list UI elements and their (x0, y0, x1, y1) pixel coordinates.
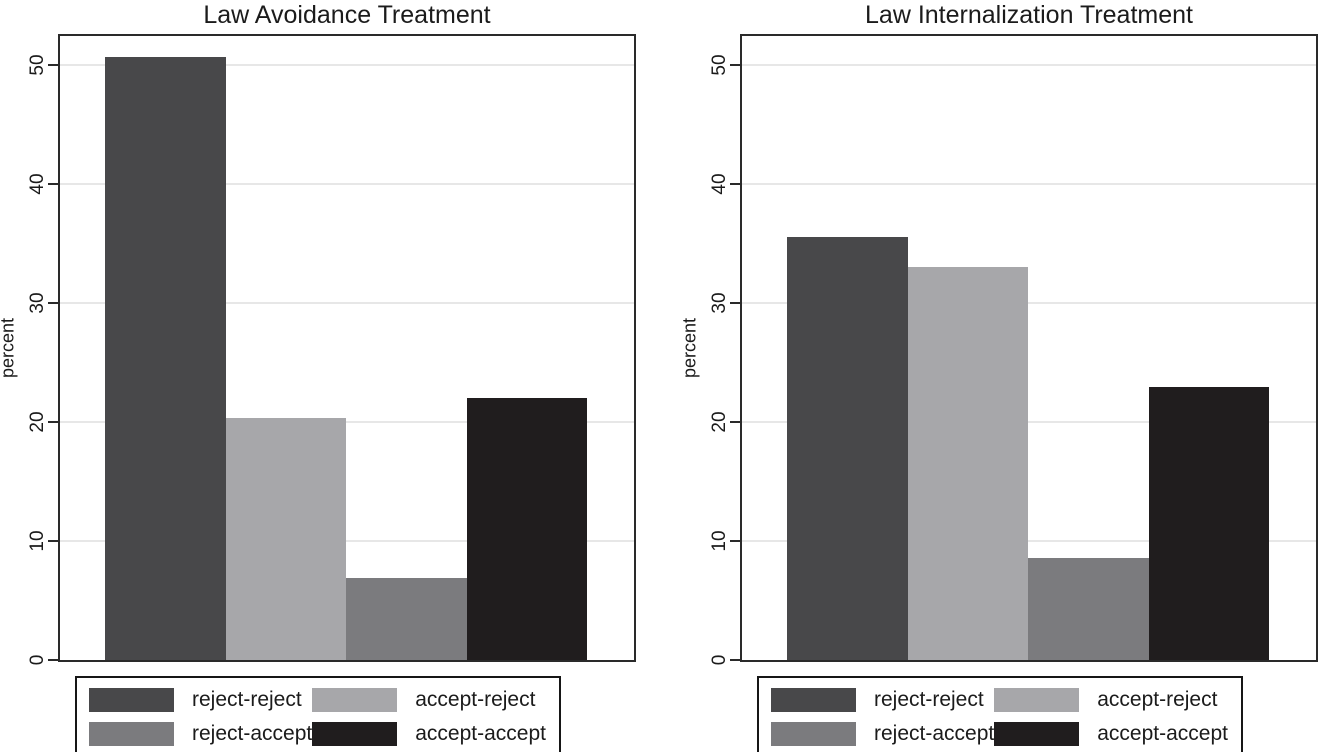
legend-swatch-reject-reject (771, 688, 856, 712)
gridline-10 (60, 539, 634, 542)
panel-law-avoidance: Law Avoidance Treatment percent 0 10 20 30 4… (0, 0, 661, 752)
bar-accept-accept (1148, 387, 1269, 660)
y-tick-label-50: 50 (27, 54, 48, 76)
y-tick-label-50: 50 (709, 54, 730, 76)
panel-title: Law Internalization Treatment (865, 1, 1193, 29)
y-tick-mark-10 (48, 539, 59, 542)
gridline-30 (742, 301, 1316, 304)
legend-item-accept-reject: accept-reject (994, 688, 1228, 712)
y-tick-mark-20 (48, 420, 59, 423)
y-axis-label-text: percent (0, 317, 18, 379)
gridline-50 (742, 63, 1316, 66)
legend-item-accept-reject: accept-reject (312, 688, 546, 712)
plot-area: percent 0 10 20 30 40 50 (0, 34, 636, 665)
y-tick-label-0: 0 (709, 654, 730, 666)
bar-reject-accept (346, 577, 467, 660)
y-tick-label-10: 10 (709, 530, 730, 552)
gridline-40 (60, 182, 634, 185)
legend: reject-reject accept-reject reject-accept a… (75, 676, 561, 752)
legend-label: reject-accept (192, 722, 313, 745)
y-tick-label-40: 40 (709, 173, 730, 195)
bar-reject-accept (1028, 557, 1149, 660)
legend-label: accept-reject (1097, 688, 1218, 711)
y-tick-mark-0 (730, 659, 741, 661)
y-tick-label-30: 30 (27, 292, 48, 314)
legend-item-reject-accept: reject-accept (771, 722, 994, 746)
legend-item-reject-reject: reject-reject (771, 688, 994, 712)
y-tick-label-30: 30 (709, 292, 730, 314)
y-tick-mark-0 (48, 659, 59, 661)
legend-item-accept-accept: accept-accept (312, 722, 546, 746)
panel-law-internalization: Law Internalization Treatment percent 0 1… (680, 0, 1323, 752)
y-tick-mark-30 (48, 301, 59, 304)
y-tick-mark-50 (48, 63, 59, 66)
y-tick-label-20: 20 (27, 411, 48, 433)
plot-area: percent 0 10 20 30 40 50 (680, 34, 1318, 665)
legend-label: reject-accept (874, 722, 995, 745)
legend-label: accept-accept (415, 722, 546, 745)
y-tick-mark-40 (730, 182, 741, 185)
gridline-30 (60, 301, 634, 304)
y-tick-mark-20 (730, 420, 741, 423)
legend-label: accept-accept (1097, 722, 1228, 745)
legend-item-accept-accept: accept-accept (994, 722, 1228, 746)
gridline-20 (60, 420, 634, 423)
legend-item-reject-accept: reject-accept (89, 722, 312, 746)
y-tick-label-40: 40 (27, 173, 48, 195)
y-tick-mark-30 (730, 301, 741, 304)
legend-swatch-reject-accept (89, 722, 174, 746)
y-tick-mark-10 (730, 539, 741, 542)
panel-title: Law Avoidance Treatment (203, 1, 491, 29)
y-tick-label-0: 0 (27, 654, 48, 666)
legend: reject-reject accept-reject reject-accept a… (757, 676, 1243, 752)
y-tick-mark-50 (730, 63, 741, 66)
gridline-10 (742, 539, 1316, 542)
legend-swatch-accept-reject (312, 688, 398, 712)
legend-item-reject-reject: reject-reject (89, 688, 312, 712)
legend-swatch-accept-reject (994, 688, 1080, 712)
legend-swatch-accept-accept (994, 722, 1080, 746)
legend-label: reject-reject (874, 688, 984, 711)
y-axis-label-text: percent (679, 317, 700, 379)
legend-swatch-accept-accept (312, 722, 398, 746)
bar-reject-reject (105, 57, 226, 660)
gridline-40 (742, 182, 1316, 185)
bar-accept-reject (225, 418, 346, 660)
y-tick-label-10: 10 (27, 530, 48, 552)
y-tick-label-20: 20 (709, 411, 730, 433)
y-tick-mark-40 (48, 182, 59, 185)
bar-accept-accept (466, 398, 587, 660)
legend-swatch-reject-reject (89, 688, 174, 712)
gridline-20 (742, 420, 1316, 423)
legend-label: reject-reject (192, 688, 302, 711)
gridline-50 (60, 63, 634, 66)
legend-label: accept-reject (415, 688, 536, 711)
legend-swatch-reject-accept (771, 722, 856, 746)
bar-reject-reject (787, 237, 908, 660)
bar-accept-reject (907, 267, 1028, 660)
